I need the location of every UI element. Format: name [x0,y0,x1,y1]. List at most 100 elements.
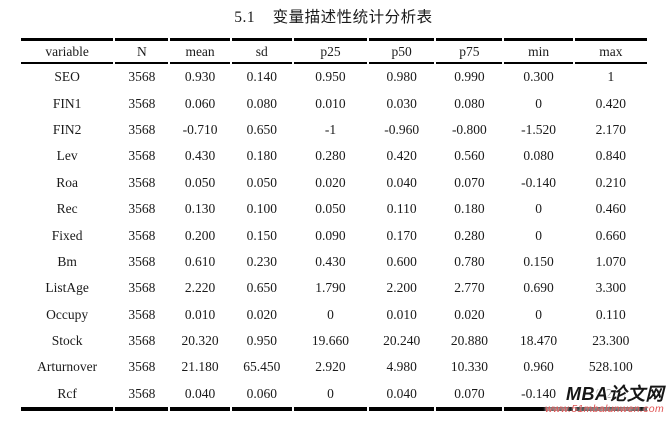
value-cell: 0.040 [369,381,435,412]
value-cell: 0.930 [184,69,216,85]
table-row: Stock 3568 20.320 0.950 19.660 20.240 20.880 18… [21,328,647,354]
table-row: Bm 3568 0.610 0.230 0.430 0.600 0.780 0.150 1.07… [21,249,647,275]
value-cell: -0.140 [504,381,573,412]
variable-name-cell: SEO [54,69,80,85]
value-cell: 0.420 [595,95,627,111]
variable-name-cell: Lev [56,148,78,164]
column-header-n: N [115,38,169,64]
value-cell: 2.170 [595,121,627,137]
column-header-p25: p25 [293,38,368,64]
value-cell: -0.140 [521,174,557,190]
value-cell: 0.200 [184,227,216,243]
value-cell: 0.460 [595,201,627,217]
table-row: Occupy 3568 0.010 0.020 0 0.010 0.020 0 0.110 [21,302,647,328]
value-cell: 0.780 [454,253,485,269]
table-title: 5.1 变量描述性统计分析表 [234,9,433,26]
value-cell: 0 [535,201,542,217]
column-header-mean: mean [170,38,230,64]
value-cell: 3568 [128,227,156,243]
value-cell: 0.690 [523,280,554,296]
column-header-p50: p50 [369,38,435,64]
value-cell: 0.650 [246,121,277,137]
value-cell: 0.980 [386,69,417,85]
value-cell: 0.140 [246,69,277,85]
column-header-variable: variable [21,38,114,64]
stats-table-header: variable N mean sd p25 p50 p75 min max [21,38,647,64]
value-cell: 20.240 [383,333,421,349]
table-row: Fixed 3568 0.200 0.150 0.090 0.170 0.280 0 0.660 [21,222,647,248]
value-cell: 0.180 [454,201,485,217]
variable-name-cell: Roa [56,174,79,190]
value-cell: 0.040 [170,381,230,412]
value-cell: 3568 [115,381,169,412]
value-cell: 0.660 [595,227,627,243]
variable-name-cell: FIN1 [52,95,82,111]
value-cell: 0.610 [184,253,216,269]
watermark: MBA论文网 www.51mbalunwen.com [545,385,664,415]
value-cell: 1.790 [315,280,346,296]
value-cell: 20.320 [181,333,219,349]
value-cell: 0 [535,95,542,111]
value-cell: 0.020 [454,306,485,322]
value-cell: 0.180 [246,148,277,164]
variable-name-cell: FIN2 [52,121,82,137]
value-cell: 0.050 [246,174,277,190]
column-header-p75: p75 [436,38,503,64]
value-cell: 2.220 [184,280,216,296]
value-cell: 0.960 [523,359,554,375]
variable-name-cell: Rec [56,201,78,217]
value-cell: 0.150 [246,227,277,243]
value-cell: -0.960 [384,121,420,137]
value-cell: 0.840 [595,148,627,164]
value-cell: 3568 [128,148,156,164]
value-cell: 0.090 [315,227,346,243]
table-row: FIN2 3568 -0.710 0.650 -1 -0.960 -0.800 -1.520 2… [21,117,647,143]
value-cell: 4.980 [386,359,417,375]
value-cell: 0.110 [595,306,626,322]
value-cell: 0.010 [315,95,346,111]
table-row: Rec 3568 0.130 0.100 0.050 0.110 0.180 0 0.460 [21,196,647,222]
watermark-site-url: www.51mbalunwen.com [545,402,664,415]
value-cell: 3568 [128,95,156,111]
column-header-sd: sd [231,38,292,64]
value-cell: 1 [607,69,615,85]
value-cell: 21.180 [181,359,219,375]
value-cell: 0.430 [184,148,216,164]
value-cell: 3568 [128,359,156,375]
value-cell: -0.710 [182,121,218,137]
header-row: variable N mean sd p25 p50 p75 min max [21,38,647,64]
value-cell: 0.050 [315,201,346,217]
variable-name-cell: Occupy [46,306,89,322]
value-cell: 528.100 [588,359,633,375]
value-cell: 3568 [128,174,156,190]
value-cell: 2.770 [454,280,485,296]
value-cell: 0.170 [386,227,417,243]
table-row: Roa 3568 0.050 0.050 0.020 0.040 0.070 -0.140 0.… [21,170,647,196]
table-row: SEO 3568 0.930 0.140 0.950 0.980 0.990 0.300 1 [21,64,647,90]
value-cell: 0.020 [315,174,346,190]
value-cell: 0 [535,227,542,243]
value-cell: 0 [535,306,542,322]
value-cell: 0.110 [386,201,417,217]
value-cell: 10.330 [450,359,488,375]
value-cell: 19.660 [311,333,350,349]
value-cell: 0.050 [184,174,216,190]
value-cell: 23.300 [592,333,630,349]
table-row: Arturnover 3568 21.180 65.450 2.920 4.980 10.3… [21,354,647,380]
value-cell: 3568 [128,306,156,322]
value-cell: 65.450 [243,359,281,375]
table-row: Rcf 3568 0.040 0.060 0 0.040 0.070 -0.140 0.210 [21,381,647,412]
value-cell: 0.230 [246,253,277,269]
value-cell: 0.210 [595,174,627,190]
value-cell: 0.030 [386,95,417,111]
value-cell: 3568 [128,333,156,349]
stats-table: variable N mean sd p25 p50 p75 min max S… [19,38,649,412]
value-cell: -1.520 [521,121,557,137]
value-cell: 0.040 [386,174,417,190]
value-cell: 0.060 [231,381,292,412]
value-cell: 0.950 [315,69,346,85]
value-cell: 0.280 [315,148,346,164]
variable-name-cell: Stock [51,333,83,349]
column-header-min: min [504,38,573,64]
